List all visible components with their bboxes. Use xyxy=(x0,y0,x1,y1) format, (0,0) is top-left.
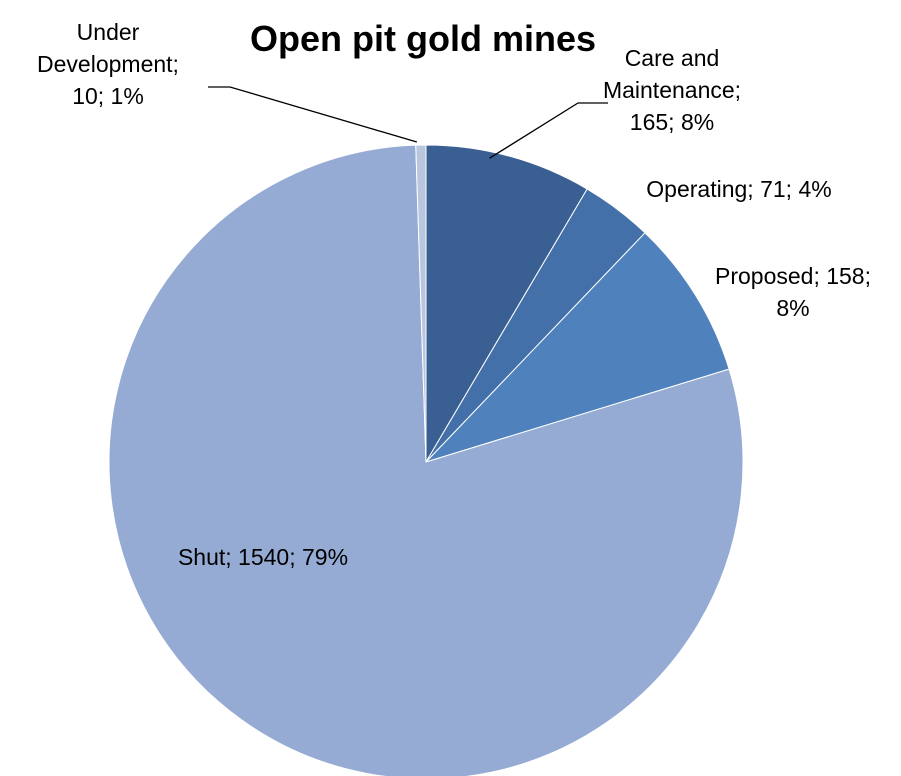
pie-slice-shut xyxy=(108,144,744,776)
data-label-shut: Shut; 1540; 79% xyxy=(178,544,348,570)
leader-line-under-development xyxy=(208,86,418,143)
pie-slices xyxy=(108,144,744,776)
data-label-care-and-maintenance: Care and Maintenance; 165; 8% xyxy=(603,45,741,135)
data-labels: Care and Maintenance; 165; 8% Operating; 71… xyxy=(37,19,871,570)
data-label-proposed: Proposed; 158; 8% xyxy=(715,263,871,321)
data-label-operating: Operating; 71; 4% xyxy=(646,176,831,202)
leader-line-care-and-maintenance xyxy=(489,102,608,159)
pie-slice-care-and-maintenance xyxy=(425,144,588,464)
pie-slice-proposed xyxy=(424,232,730,464)
pie-slice-under-development xyxy=(415,144,427,463)
leader-lines xyxy=(208,86,608,159)
data-label-under-development: Under Development; 10; 1% xyxy=(37,19,179,109)
chart-title: Open pit gold mines xyxy=(250,18,596,59)
